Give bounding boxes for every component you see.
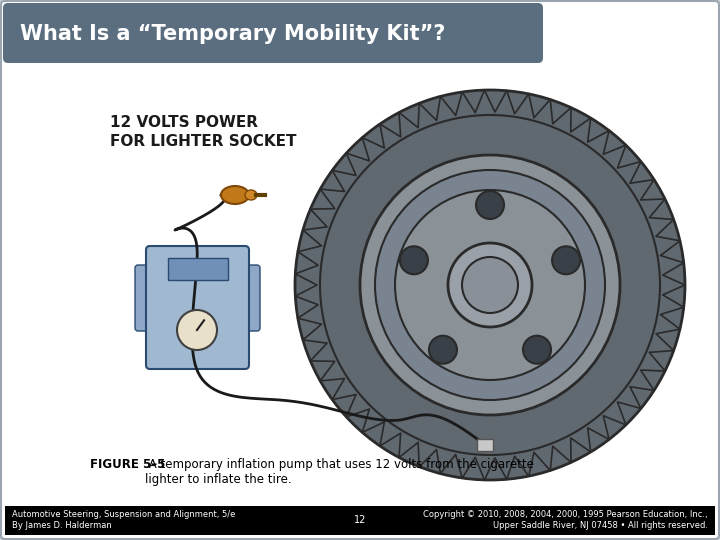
Text: FIGURE 5–5: FIGURE 5–5 — [90, 458, 166, 471]
Circle shape — [476, 191, 504, 219]
Ellipse shape — [221, 186, 249, 204]
Circle shape — [375, 170, 605, 400]
Circle shape — [177, 310, 217, 350]
Text: 12 VOLTS POWER
FOR LIGHTER SOCKET: 12 VOLTS POWER FOR LIGHTER SOCKET — [110, 115, 297, 148]
Circle shape — [400, 246, 428, 274]
Circle shape — [448, 243, 532, 327]
Circle shape — [429, 336, 457, 364]
FancyBboxPatch shape — [146, 246, 249, 369]
Bar — [5, 506, 715, 535]
Circle shape — [360, 155, 620, 415]
FancyBboxPatch shape — [3, 3, 543, 63]
Bar — [168, 258, 228, 280]
Ellipse shape — [245, 190, 257, 200]
Text: Automotive Steering, Suspension and Alignment, 5/e: Automotive Steering, Suspension and Alig… — [12, 510, 235, 519]
Text: A temporary inflation pump that uses 12 volts from the cigarette
lighter to infl: A temporary inflation pump that uses 12 … — [145, 458, 534, 486]
FancyBboxPatch shape — [135, 265, 157, 331]
Circle shape — [462, 257, 518, 313]
FancyBboxPatch shape — [238, 265, 260, 331]
Text: What Is a “Temporary Mobility Kit”?: What Is a “Temporary Mobility Kit”? — [20, 24, 446, 44]
Bar — [477, 439, 493, 451]
Text: Copyright © 2010, 2008, 2004, 2000, 1995 Pearson Education, Inc.,: Copyright © 2010, 2008, 2004, 2000, 1995… — [423, 510, 708, 519]
Circle shape — [395, 190, 585, 380]
Text: By James D. Halderman: By James D. Halderman — [12, 521, 112, 530]
Circle shape — [295, 90, 685, 480]
Text: 12: 12 — [354, 515, 366, 525]
Circle shape — [552, 246, 580, 274]
Circle shape — [523, 336, 551, 364]
Text: Upper Saddle River, NJ 07458 • All rights reserved.: Upper Saddle River, NJ 07458 • All right… — [493, 521, 708, 530]
Circle shape — [320, 115, 660, 455]
